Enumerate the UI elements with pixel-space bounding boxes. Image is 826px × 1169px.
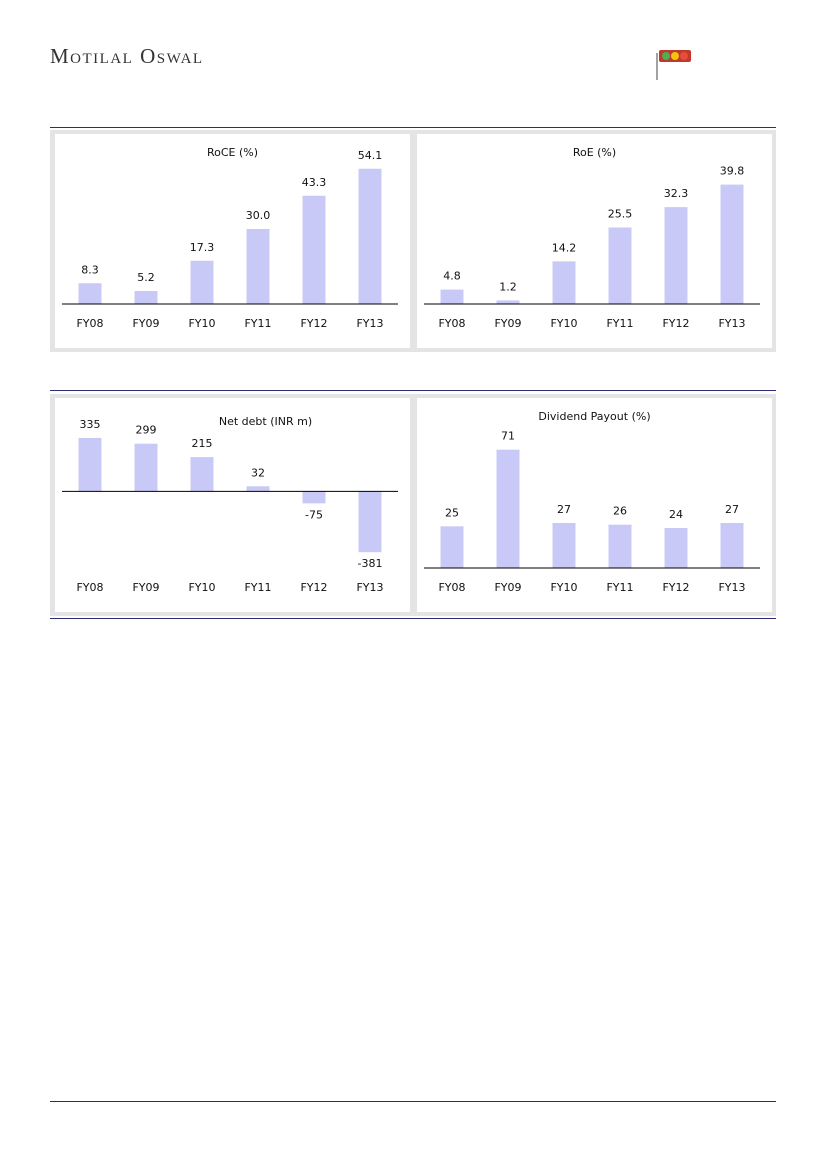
value-label: 30.0 (246, 209, 271, 222)
value-label: 8.3 (81, 263, 99, 276)
value-label: 4.8 (443, 270, 461, 283)
bar (246, 486, 270, 492)
bar (358, 491, 382, 553)
value-label: -381 (358, 557, 383, 570)
footer-rule (50, 1101, 776, 1102)
x-tick-label: FY12 (300, 317, 327, 330)
bar (78, 283, 102, 304)
bar (78, 437, 102, 492)
bar (720, 523, 744, 568)
bar (664, 528, 688, 568)
bar (246, 229, 270, 304)
value-label: 39.8 (720, 165, 745, 178)
chart-title: RoE (%) (573, 146, 616, 159)
bar (552, 261, 576, 304)
chart-title: RoCE (%) (207, 146, 258, 159)
x-tick-label: FY08 (76, 581, 103, 594)
bar (440, 289, 464, 304)
brand: Motilal Oswal (50, 44, 204, 68)
bar (664, 207, 688, 304)
chart: Dividend Payout (%) 25 FY08 71 FY09 27 FY10 26 F… (417, 398, 772, 612)
x-tick-label: FY12 (662, 581, 689, 594)
bar (496, 449, 520, 568)
value-label: 32.3 (664, 187, 689, 200)
value-label: 24 (669, 508, 683, 521)
value-label: 299 (136, 424, 157, 437)
x-tick-label: FY09 (494, 317, 521, 330)
chart: RoCE (%) 8.3 FY08 5.2 FY09 17.3 FY10 30.0 FY11 43… (55, 134, 410, 348)
value-label: 27 (725, 503, 739, 516)
x-tick-label: FY10 (188, 317, 215, 330)
x-tick-label: FY08 (438, 581, 465, 594)
x-tick-label: FY13 (356, 317, 383, 330)
section-rule (50, 390, 776, 391)
bar (720, 184, 744, 304)
x-tick-label: FY13 (718, 317, 745, 330)
x-tick-label: FY10 (188, 581, 215, 594)
value-label: 335 (80, 418, 101, 431)
bar (440, 526, 464, 568)
x-tick-label: FY13 (718, 581, 745, 594)
value-label: 14.2 (552, 241, 577, 254)
x-tick-label: FY08 (438, 317, 465, 330)
value-label: 43.3 (302, 176, 327, 189)
bar (552, 523, 576, 568)
value-label: 5.2 (137, 271, 155, 284)
bar (608, 524, 632, 568)
bar (302, 491, 326, 504)
x-tick-label: FY11 (606, 581, 633, 594)
value-label: 215 (192, 437, 213, 450)
bar (496, 300, 520, 304)
chart: Net debt (INR m) 335 FY08 299 FY09 215 FY10 32 F… (55, 398, 410, 612)
logo-icon (656, 50, 691, 80)
value-label: 25 (445, 506, 459, 519)
x-tick-label: FY11 (244, 581, 271, 594)
value-label: 17.3 (190, 241, 215, 254)
x-tick-label: FY13 (356, 581, 383, 594)
x-tick-label: FY08 (76, 317, 103, 330)
bar (190, 260, 214, 304)
value-label: 32 (251, 466, 265, 479)
chart-title: Dividend Payout (%) (538, 410, 650, 423)
value-label: -75 (305, 508, 323, 521)
section-rule (50, 127, 776, 128)
x-tick-label: FY12 (662, 317, 689, 330)
chart-title: Net debt (INR m) (219, 415, 312, 428)
value-label: 71 (501, 430, 515, 443)
section-rule (50, 618, 776, 619)
x-tick-label: FY11 (606, 317, 633, 330)
x-tick-label: FY10 (550, 317, 577, 330)
x-tick-label: FY09 (494, 581, 521, 594)
bar (190, 457, 214, 492)
value-label: 54.1 (358, 149, 383, 162)
value-label: 1.2 (499, 280, 517, 293)
value-label: 25.5 (608, 208, 633, 221)
chart: RoE (%) 4.8 FY08 1.2 FY09 14.2 FY10 25.5 FY11 32.… (417, 134, 772, 348)
bar (302, 195, 326, 304)
bar (358, 168, 382, 304)
x-tick-label: FY12 (300, 581, 327, 594)
x-tick-label: FY09 (132, 581, 159, 594)
bar (608, 227, 632, 304)
value-label: 26 (613, 505, 627, 518)
x-tick-label: FY09 (132, 317, 159, 330)
value-label: 27 (557, 503, 571, 516)
bar (134, 443, 158, 492)
x-tick-label: FY10 (550, 581, 577, 594)
x-tick-label: FY11 (244, 317, 271, 330)
bar (134, 291, 158, 304)
